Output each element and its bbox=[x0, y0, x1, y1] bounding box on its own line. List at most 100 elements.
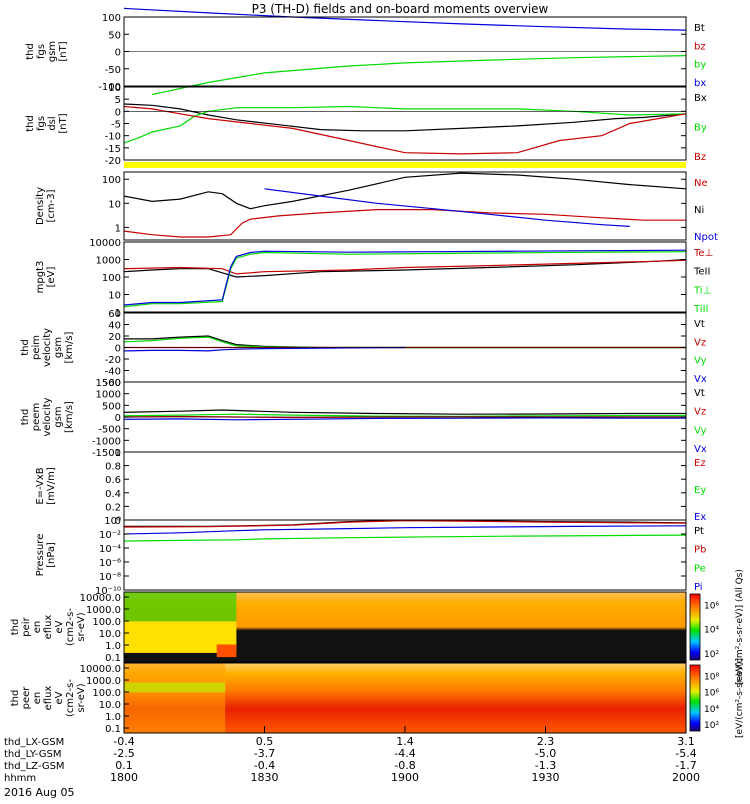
y-axis-label: thd bbox=[25, 43, 36, 60]
series-TiII bbox=[123, 249, 687, 306]
panel-frame bbox=[123, 519, 687, 591]
legend-entry-Vx: Vx bbox=[694, 444, 707, 455]
axis-value: 1800 bbox=[110, 771, 138, 784]
y-axis-label: en bbox=[32, 692, 43, 705]
series-Vx bbox=[123, 346, 406, 352]
y-axis-label: thd bbox=[10, 690, 21, 707]
legend-entry-Ez: Ez bbox=[694, 458, 706, 469]
series-Npot bbox=[264, 188, 630, 227]
y-axis-label: peer bbox=[21, 686, 32, 710]
y-axis-label: (cm2-s- bbox=[65, 679, 76, 717]
y-tick-label: 100 bbox=[102, 273, 121, 284]
legend-entry-Ex: Ex bbox=[694, 512, 706, 523]
y-tick-label: -40 bbox=[105, 367, 121, 378]
series-Ti⊥ bbox=[123, 251, 687, 308]
legend-entry-Bz: Bz bbox=[694, 152, 706, 163]
axis-value: 1930 bbox=[532, 771, 560, 784]
y-tick-label: 0 bbox=[115, 107, 121, 118]
y-axis-label: velocity bbox=[42, 328, 53, 367]
axis-row-label: thd_LX-GSM bbox=[4, 737, 64, 748]
axis-row-label: hhmm bbox=[4, 773, 36, 784]
legend-entry-Vy: Vy bbox=[694, 356, 707, 367]
series-Te⊥ bbox=[123, 259, 687, 275]
axis-value: -2.5 bbox=[113, 747, 134, 760]
y-tick-label: -5 bbox=[111, 120, 121, 131]
y-tick-label: 100.0 bbox=[92, 617, 121, 628]
y-tick-label: 10 bbox=[108, 83, 121, 94]
y-tick-label: 10000.0 bbox=[80, 664, 121, 675]
y-tick-label: 1.0 bbox=[105, 641, 121, 652]
series-Pi bbox=[123, 525, 687, 535]
axis-value: 1.4 bbox=[396, 735, 414, 748]
panel-frame bbox=[123, 86, 687, 161]
y-axis-label: (cm2-s- bbox=[65, 608, 76, 646]
time-axis: thd_LX-GSM -0.4 0.5 1.4 2.3 3.1 thd_LY-GSM -2.5… bbox=[4, 726, 700, 784]
y-tick-label: 100 bbox=[102, 175, 121, 186]
colorbar-tick-label: 10² bbox=[704, 650, 719, 660]
y-axis-label: peem bbox=[31, 403, 42, 431]
y-axis-label: Density bbox=[35, 187, 46, 225]
y-tick-label: 10⁻² bbox=[99, 530, 121, 541]
series-Bz bbox=[123, 105, 687, 155]
y-tick-label: 10 bbox=[108, 199, 121, 210]
y-tick-label: 1 bbox=[115, 448, 121, 459]
series-Vt bbox=[123, 409, 686, 415]
y-axis-label: thd bbox=[10, 619, 21, 636]
legend-entry-Vy: Vy bbox=[694, 425, 707, 436]
y-tick-label: 100 bbox=[102, 13, 121, 24]
y-tick-label: 0 bbox=[115, 413, 121, 424]
y-tick-label: 10000 bbox=[89, 238, 121, 249]
panel-frame bbox=[123, 16, 687, 87]
y-tick-label: 10⁻⁴ bbox=[99, 544, 121, 555]
y-tick-label: 100.0 bbox=[92, 688, 121, 699]
legend-entry-by: by bbox=[694, 60, 706, 71]
y-tick-label: -15 bbox=[105, 144, 121, 155]
y-tick-label: 0 bbox=[115, 516, 121, 527]
y-axis-label: [nT] bbox=[58, 113, 69, 133]
page-title: P3 (TH-D) fields and on-board moments ov… bbox=[252, 2, 549, 16]
series-Vy bbox=[123, 413, 686, 417]
y-axis-label: fgs bbox=[36, 44, 47, 59]
y-tick-label: 0 bbox=[115, 48, 121, 59]
y-axis-label: eflux bbox=[43, 615, 54, 640]
legend-entry-Bx: Bx bbox=[694, 93, 707, 104]
legend-entry-TeII: TeII bbox=[693, 267, 710, 278]
y-tick-label: 1500 bbox=[96, 378, 121, 389]
panel-frame bbox=[123, 451, 687, 521]
colorbar-tick-label: 10⁸ bbox=[704, 672, 719, 682]
y-axis-label: gsm bbox=[53, 406, 64, 427]
legend-entry-TiII: TiII bbox=[693, 304, 708, 315]
y-tick-label: 0.4 bbox=[105, 489, 121, 500]
y-axis-label: sr-eV) bbox=[76, 612, 87, 641]
y-tick-label: -100 bbox=[98, 82, 121, 93]
y-axis-label: gsm bbox=[53, 337, 64, 358]
y-axis-label: [nT] bbox=[58, 41, 69, 61]
series-TeII bbox=[123, 258, 687, 278]
y-tick-label: 500 bbox=[102, 401, 121, 412]
y-axis-label: eV bbox=[54, 691, 65, 704]
legend-entry-Bt: Bt bbox=[694, 23, 705, 34]
axis-value: -1.7 bbox=[675, 759, 696, 772]
y-tick-label: -10 bbox=[105, 132, 121, 143]
axis-value: 2000 bbox=[672, 771, 700, 784]
y-axis-label: thd bbox=[20, 339, 31, 356]
y-tick-label: -60 bbox=[105, 378, 121, 389]
colorbar bbox=[689, 593, 701, 661]
y-tick-label: 10.0 bbox=[99, 629, 121, 640]
series-Pe bbox=[123, 534, 687, 542]
y-tick-label: -20 bbox=[105, 355, 121, 366]
panel-fgs_gsm: -100 -50 0 50 100 Bt bz by bx thd fgs gsm [nT] bbox=[25, 7, 706, 96]
y-tick-label: -1500 bbox=[92, 448, 121, 459]
y-axis-label: thd bbox=[25, 115, 36, 132]
series-Pb bbox=[123, 520, 687, 528]
colorbar-tick-label: 10⁶ bbox=[704, 601, 719, 611]
spectrogram-hot-spot bbox=[216, 644, 237, 658]
y-tick-label: 20 bbox=[108, 332, 121, 343]
colorbar-title: [eV/(cm²-s-sr-eV)] (All Qs) bbox=[735, 569, 745, 685]
y-tick-label: 5 bbox=[115, 95, 121, 106]
series-Ni bbox=[123, 172, 687, 210]
axis-value: -3.7 bbox=[254, 747, 275, 760]
y-tick-label: -1000 bbox=[92, 436, 121, 447]
